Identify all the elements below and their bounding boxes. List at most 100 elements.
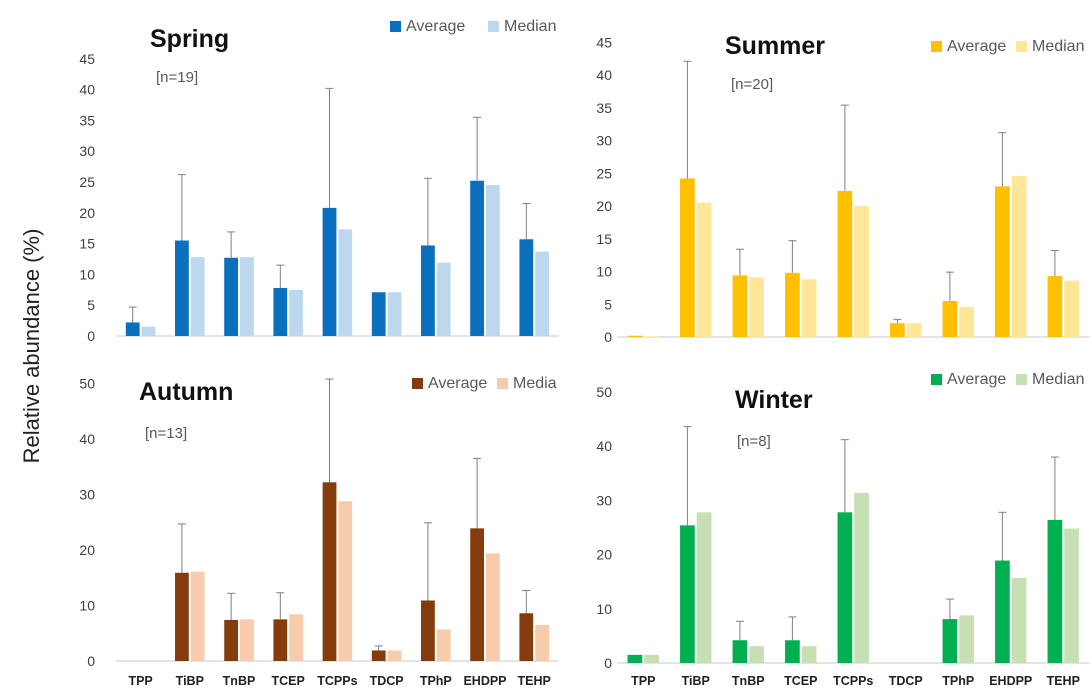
legend-swatch-median xyxy=(488,21,499,32)
panel-winter: 0 10 20 30 40 50 TPP TiBP TnBP TCEP TCPPs TDCP TPhP E… xyxy=(596,371,1090,688)
bar-median-tdcp xyxy=(906,323,922,337)
panel-sample-size: [n=19] xyxy=(156,69,198,86)
legend-label-average: Average xyxy=(947,38,1006,55)
bar-median-tehp xyxy=(535,251,549,336)
legend-swatch-median xyxy=(1016,374,1027,385)
bar-median-tnbp xyxy=(240,257,254,336)
bar-average-tibp xyxy=(175,240,189,336)
y-tick-label: 45 xyxy=(79,51,95,67)
bar-median-tcep xyxy=(801,646,817,663)
bar-average-ehdpp xyxy=(470,528,484,661)
x-tick-label-tehp: TEHP xyxy=(518,674,551,688)
x-tick-label-tcpps: TCPPs xyxy=(833,674,873,688)
bar-median-ehdpp xyxy=(1011,175,1027,337)
legend-label-median: Median xyxy=(504,18,556,35)
bar-median-tpp xyxy=(644,336,659,337)
legend-label-average: Average xyxy=(406,18,465,35)
y-tick-label: 35 xyxy=(79,112,95,128)
bar-average-tehp xyxy=(519,613,534,661)
bar-median-tcpps xyxy=(854,492,869,663)
bar-average-tnbp xyxy=(224,257,238,336)
bar-median-tphp xyxy=(436,262,451,336)
y-tick-label: 10 xyxy=(596,601,612,617)
bar-average-tibp xyxy=(175,572,189,661)
panel-sample-size: [n=8] xyxy=(737,433,771,450)
x-tick-label-tdcp: TDCP xyxy=(370,674,404,688)
legend-label-media: Media xyxy=(513,375,557,392)
bar-average-tcpps xyxy=(837,512,853,663)
bar-median-tcpps xyxy=(854,206,869,337)
bar-median-tphp xyxy=(959,615,974,663)
bar-media-tibp xyxy=(190,571,205,661)
bar-average-tcpps xyxy=(837,190,853,337)
bar-media-tphp xyxy=(436,629,451,661)
x-tick-label-tnbp: TnBP xyxy=(732,674,765,688)
y-tick-label: 25 xyxy=(596,165,612,181)
y-tick-label: 10 xyxy=(79,266,95,282)
y-tick-label: 5 xyxy=(87,297,95,313)
bar-median-tibp xyxy=(696,512,712,663)
bar-average-tpp xyxy=(627,335,643,337)
bar-media-tcep xyxy=(289,614,303,661)
bar-average-ehdpp xyxy=(470,180,484,336)
y-tick-label: 40 xyxy=(79,82,95,98)
x-tick-label-tcpps: TCPPs xyxy=(317,674,357,688)
bar-average-tibp xyxy=(680,178,695,337)
bar-average-ehdpp xyxy=(995,186,1010,337)
bar-average-tehp xyxy=(519,239,534,336)
bar-media-tehp xyxy=(535,624,549,661)
y-tick-label: 0 xyxy=(87,328,95,344)
legend-label-average: Average xyxy=(428,375,487,392)
x-tick-label-tibp: TiBP xyxy=(682,674,710,688)
panel-title: Winter xyxy=(735,386,813,414)
panel-sample-size: [n=13] xyxy=(145,425,187,442)
x-tick-label-tphp: TPhP xyxy=(420,674,452,688)
y-tick-label: 50 xyxy=(596,384,612,400)
x-tick-label-tibp: TiBP xyxy=(176,674,204,688)
x-tick-label-tphp: TPhP xyxy=(942,674,974,688)
y-tick-label: 15 xyxy=(596,231,612,247)
bar-media-ehdpp xyxy=(486,553,500,661)
panel-autumn: 0 10 20 30 40 50 TPP TiBP TnBP TCEP TCPPs TDCP TPhP E… xyxy=(79,375,559,688)
bar-median-tehp xyxy=(1064,280,1079,337)
bar-average-tphp xyxy=(942,619,958,663)
bar-average-tehp xyxy=(1047,519,1063,663)
y-tick-label: 40 xyxy=(79,431,95,447)
bar-average-tphp xyxy=(421,245,435,336)
bar-median-ehdpp xyxy=(486,185,500,336)
y-tick-label: 20 xyxy=(596,198,612,214)
legend-label-average: Average xyxy=(947,371,1006,388)
y-tick-label: 0 xyxy=(604,655,612,671)
x-tick-label-tcep: TCEP xyxy=(784,674,817,688)
bar-average-tnbp xyxy=(732,275,748,337)
x-tick-label-tnbp: TnBP xyxy=(223,674,256,688)
x-tick-label-tpp: TPP xyxy=(631,674,655,688)
y-tick-label: 0 xyxy=(87,653,95,669)
x-tick-label-tehp: TEHP xyxy=(1047,674,1080,688)
x-tick-label-tpp: TPP xyxy=(128,674,152,688)
panel-title: Summer xyxy=(725,32,825,60)
x-tick-label-ehdpp: EHDPP xyxy=(989,674,1032,688)
legend-label-median: Median xyxy=(1032,371,1084,388)
bar-median-tehp xyxy=(1064,528,1079,663)
bar-median-tcpps xyxy=(338,229,353,336)
y-tick-label: 15 xyxy=(79,236,95,252)
bar-average-tehp xyxy=(1047,276,1063,337)
bar-median-ehdpp xyxy=(1011,577,1027,663)
bar-average-tcpps xyxy=(322,482,337,661)
y-tick-label: 5 xyxy=(604,296,612,312)
x-tick-label-ehdpp: EHDPP xyxy=(463,674,506,688)
y-tick-label: 40 xyxy=(596,67,612,83)
bar-average-tphp xyxy=(942,300,958,337)
bar-median-tdcp xyxy=(387,292,402,336)
y-tick-label: 30 xyxy=(79,143,95,159)
bar-median-tphp xyxy=(959,306,974,337)
y-tick-label: 20 xyxy=(596,547,612,563)
y-tick-label: 10 xyxy=(79,598,95,614)
legend-swatch-median xyxy=(1016,41,1027,52)
bar-average-tpp xyxy=(125,322,140,336)
bar-average-tcep xyxy=(273,619,288,661)
legend-swatch-media xyxy=(497,378,508,389)
bar-median-tcep xyxy=(289,289,303,336)
